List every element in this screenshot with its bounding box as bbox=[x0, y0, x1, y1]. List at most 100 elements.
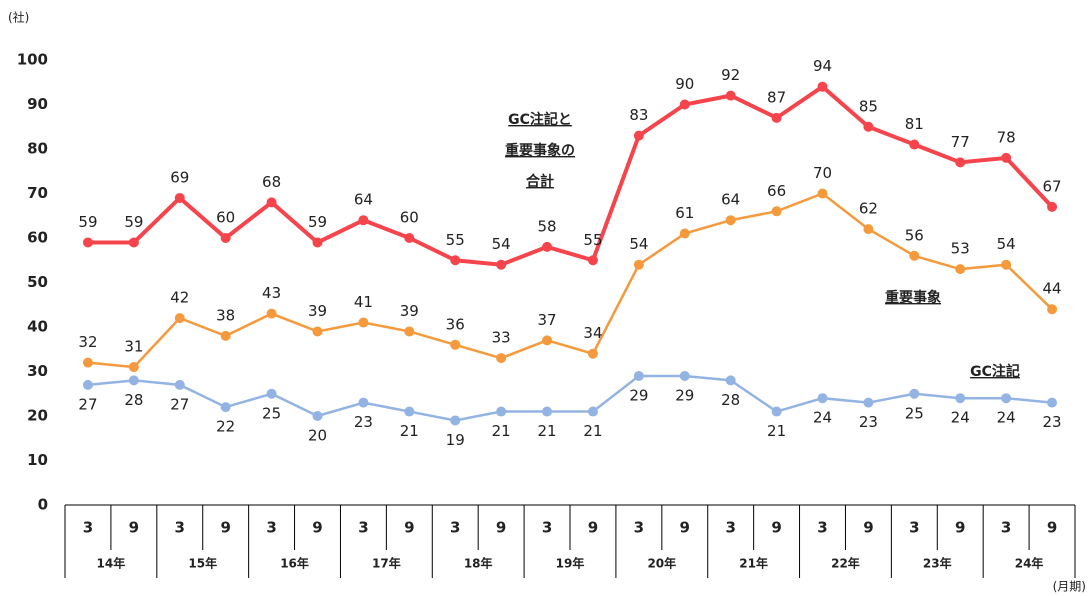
y-tick-label: 0 bbox=[38, 496, 48, 514]
data-label: 90 bbox=[675, 75, 694, 93]
data-label: 59 bbox=[308, 213, 327, 231]
data-label: 23 bbox=[859, 413, 878, 431]
data-label: 37 bbox=[537, 311, 556, 329]
data-label: 68 bbox=[262, 173, 281, 191]
data-label: 24 bbox=[997, 409, 1016, 427]
y-tick-label: 70 bbox=[27, 184, 48, 202]
point bbox=[863, 224, 874, 235]
point bbox=[1047, 201, 1058, 212]
series-label: GC注記 bbox=[970, 363, 1020, 380]
x-tick-label: 3 bbox=[542, 519, 552, 537]
data-label: 21 bbox=[492, 422, 511, 440]
point bbox=[633, 370, 644, 381]
x-group-label: 23年 bbox=[923, 556, 952, 571]
y-unit: (社) bbox=[8, 10, 29, 25]
data-label: 21 bbox=[400, 422, 419, 440]
point bbox=[633, 259, 644, 270]
point bbox=[496, 353, 507, 364]
data-label: 85 bbox=[859, 97, 878, 115]
point bbox=[404, 233, 415, 243]
point bbox=[220, 233, 231, 243]
data-label: 39 bbox=[308, 302, 327, 320]
point bbox=[542, 335, 553, 346]
point bbox=[450, 255, 461, 266]
point bbox=[679, 370, 690, 381]
x-group-label: 15年 bbox=[188, 556, 217, 571]
point bbox=[312, 237, 323, 248]
point bbox=[312, 326, 323, 337]
point bbox=[404, 326, 415, 337]
point bbox=[863, 397, 874, 408]
x-tick-label: 9 bbox=[955, 519, 965, 537]
data-label: 27 bbox=[170, 395, 189, 413]
point bbox=[82, 379, 93, 390]
data-label: 29 bbox=[675, 386, 694, 404]
data-label: 67 bbox=[1042, 177, 1061, 195]
point bbox=[633, 130, 644, 141]
data-label: 87 bbox=[767, 88, 786, 106]
point bbox=[542, 241, 553, 252]
y-tick-label: 30 bbox=[27, 362, 48, 380]
point bbox=[128, 362, 139, 373]
x-tick-label: 9 bbox=[863, 519, 873, 537]
y-tick-label: 20 bbox=[27, 407, 48, 425]
data-label: 55 bbox=[446, 231, 465, 249]
data-label: 41 bbox=[354, 293, 373, 311]
data-label: 58 bbox=[537, 217, 556, 235]
x-tick-label: 9 bbox=[771, 519, 781, 537]
data-label: 70 bbox=[813, 164, 832, 182]
x-tick-label: 3 bbox=[266, 519, 276, 537]
point bbox=[220, 402, 231, 413]
data-label: 54 bbox=[997, 235, 1016, 253]
data-label: 31 bbox=[124, 338, 143, 356]
data-label: 27 bbox=[78, 395, 97, 413]
x-tick-label: 9 bbox=[1047, 519, 1057, 537]
x-group-label: 19年 bbox=[556, 556, 585, 571]
point bbox=[312, 411, 323, 421]
point bbox=[358, 317, 369, 328]
data-label: 78 bbox=[997, 128, 1016, 146]
point bbox=[909, 139, 920, 150]
point bbox=[1001, 152, 1012, 163]
x-group-label: 20年 bbox=[647, 556, 676, 571]
x-group-label: 17年 bbox=[372, 556, 401, 571]
data-label: 42 bbox=[170, 289, 189, 307]
x-group-label: 24年 bbox=[1015, 556, 1044, 571]
series-line bbox=[87, 374, 1053, 422]
data-label: 25 bbox=[262, 404, 281, 422]
point bbox=[817, 393, 828, 404]
point bbox=[220, 330, 231, 341]
x-tick-label: 3 bbox=[358, 519, 368, 537]
x-group-label: 18年 bbox=[464, 556, 493, 571]
data-label: 44 bbox=[1042, 280, 1061, 298]
series-line bbox=[87, 192, 1053, 369]
data-label: 77 bbox=[951, 133, 970, 151]
point bbox=[128, 237, 139, 248]
x-tick-label: 9 bbox=[220, 519, 230, 537]
x-tick-label: 3 bbox=[175, 519, 185, 537]
point bbox=[450, 415, 461, 426]
x-tick-label: 3 bbox=[1001, 519, 1011, 537]
point bbox=[174, 192, 185, 203]
point bbox=[679, 228, 690, 239]
point bbox=[955, 264, 966, 275]
x-tick-label: 9 bbox=[588, 519, 598, 537]
x-tick-label: 3 bbox=[725, 519, 735, 537]
data-label: 56 bbox=[905, 226, 924, 244]
data-label: 21 bbox=[767, 422, 786, 440]
data-label: 92 bbox=[721, 66, 740, 84]
data-label: 83 bbox=[629, 106, 648, 124]
point bbox=[771, 406, 782, 417]
point bbox=[266, 388, 277, 399]
point bbox=[771, 206, 782, 217]
point bbox=[679, 99, 690, 110]
point bbox=[82, 357, 93, 368]
point bbox=[266, 197, 277, 208]
series-line bbox=[87, 84, 1054, 267]
x-tick-label: 3 bbox=[817, 519, 827, 537]
data-label: 34 bbox=[583, 324, 602, 342]
x-tick-label: 3 bbox=[450, 519, 460, 537]
data-label: 24 bbox=[951, 409, 970, 427]
data-label: 55 bbox=[583, 231, 602, 249]
point bbox=[817, 81, 828, 92]
